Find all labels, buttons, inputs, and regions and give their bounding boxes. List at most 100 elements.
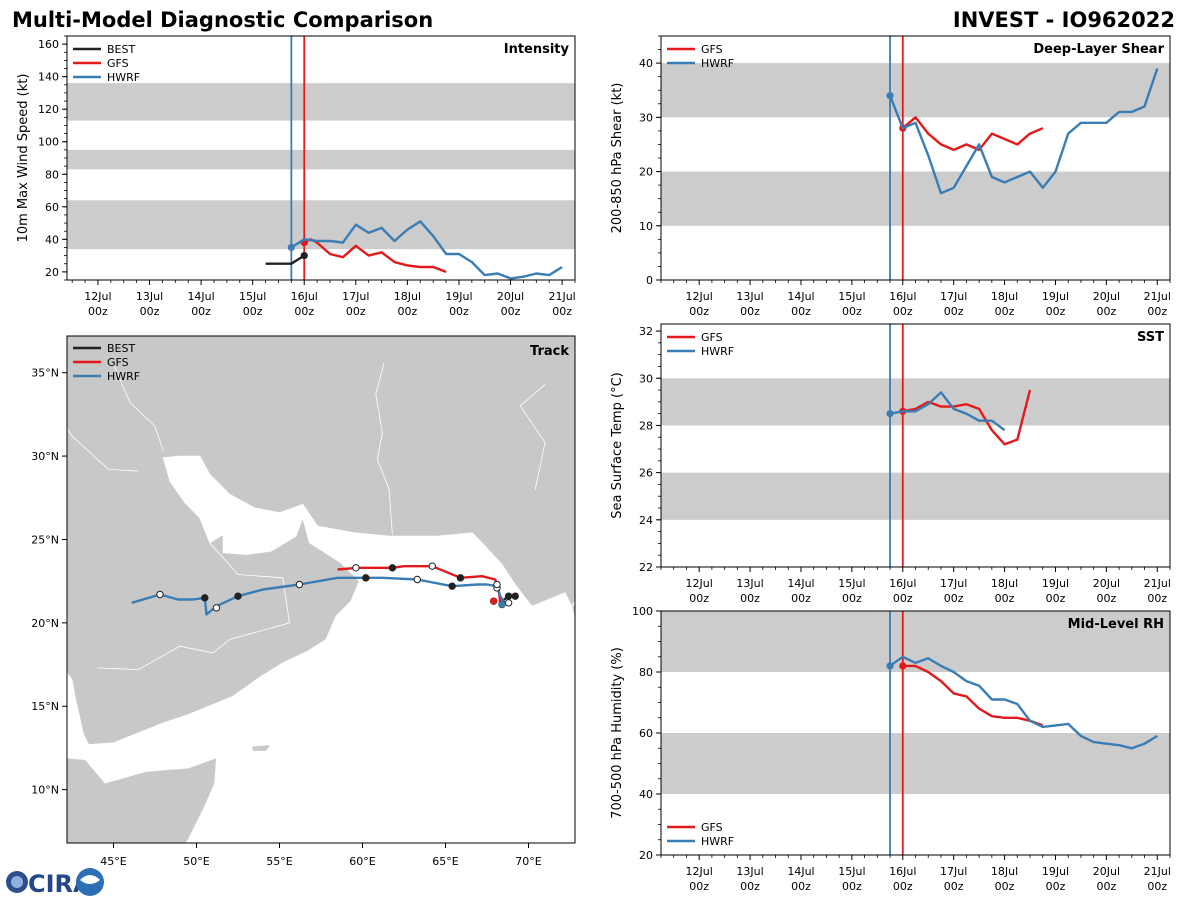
rh-xtick-hour: 00z <box>1147 880 1167 893</box>
shear-xtick-hour: 00z <box>1096 305 1116 318</box>
rh-xtick-hour: 00z <box>1046 880 1066 893</box>
logo-globe-inner-icon <box>11 876 23 888</box>
track-map-area <box>67 336 575 843</box>
rh-xtick-hour: 00z <box>944 880 964 893</box>
sst-xtick-hour: 00z <box>791 592 811 605</box>
track-lat-label: 15°N <box>31 700 59 713</box>
intensity-xtick-day: 17Jul <box>342 290 369 303</box>
intensity-xtick-day: 13Jul <box>136 290 163 303</box>
rh-xtick-day: 15Jul <box>838 865 865 878</box>
intensity-xtick-hour: 00z <box>243 305 263 318</box>
track-legend-best: BEST <box>107 342 135 355</box>
rh-ytick-label: 40 <box>639 788 653 801</box>
intensity-xtick-hour: 00z <box>88 305 108 318</box>
track-lon-label: 55°E <box>266 855 292 868</box>
rh-band-0 <box>661 733 1170 794</box>
shear-xtick-day: 21Jul <box>1144 290 1171 303</box>
sst-xtick-hour: 00z <box>1147 592 1167 605</box>
border-arabia-south <box>96 577 290 671</box>
rh-legend-gfs: GFS <box>701 821 723 834</box>
intensity-band-2 <box>67 83 575 121</box>
track-lat-label: 20°N <box>31 617 59 630</box>
track-lat-label: 30°N <box>31 450 59 463</box>
rh-ylabel: 700-500 hPa Humidity (%) <box>610 647 625 819</box>
sst-ytick-label: 30 <box>639 372 653 385</box>
shear-xtick-day: 19Jul <box>1042 290 1069 303</box>
intensity-xtick-hour: 00z <box>191 305 211 318</box>
border-uae-saudi <box>209 542 283 579</box>
sst-xtick-day: 19Jul <box>1042 577 1069 590</box>
intensity-ytick-label: 160 <box>38 38 59 51</box>
sst-xtick-hour: 00z <box>893 592 913 605</box>
track-start-marker-hwrf <box>498 601 506 608</box>
sst-xtick-day: 17Jul <box>940 577 967 590</box>
cira-logo: CIRA <box>6 868 104 898</box>
rh-series-hwrf <box>889 655 1158 750</box>
intensity-xtick-hour: 00z <box>346 305 366 318</box>
land-socotra <box>250 744 273 752</box>
sst-xtick-hour: 00z <box>944 592 964 605</box>
rh-panel: 20 40 60 80 100 12Jul 00z 13Jul 00z 14Jul 00z 15Jul… <box>610 605 1171 893</box>
track-open-marker-hwrf <box>504 599 513 607</box>
track-lon-label: 45°E <box>100 855 126 868</box>
sst-plot-area <box>661 324 1170 567</box>
sst-panel: 22 24 26 28 30 32 12Jul 00z 13Jul 00z 14Jul 00z 15Ju… <box>610 323 1171 605</box>
intensity-xtick-hour: 00z <box>449 305 469 318</box>
intensity-series-best <box>265 254 305 265</box>
sst-title: SST <box>1137 330 1164 345</box>
intensity-xtick-day: 19Jul <box>445 290 472 303</box>
track-lat-label: 35°N <box>31 367 59 380</box>
rh-xtick-day: 13Jul <box>736 865 763 878</box>
track-frame <box>66 335 576 844</box>
track-filled-marker-hwrf <box>234 592 242 600</box>
shear-xtick-hour: 00z <box>1147 305 1167 318</box>
intensity-xtick-day: 12Jul <box>84 290 111 303</box>
sst-xtick-day: 16Jul <box>889 577 916 590</box>
shear-xtick-hour: 00z <box>791 305 811 318</box>
sst-xtick-day: 14Jul <box>787 577 814 590</box>
shear-xtick-hour: 00z <box>1046 305 1066 318</box>
track-filled-marker-hwrf <box>448 582 456 590</box>
rh-xtick-hour: 00z <box>842 880 862 893</box>
rh-xtick-hour: 00z <box>740 880 760 893</box>
sst-ytick-label: 32 <box>639 325 653 338</box>
sst-legend-hwrf: HWRF <box>701 345 734 358</box>
intensity-xtick-day: 16Jul <box>291 290 318 303</box>
sst-xtick-day: 12Jul <box>686 577 713 590</box>
rh-xtick-day: 12Jul <box>686 865 713 878</box>
intensity-ytick-label: 80 <box>45 168 59 181</box>
rh-xtick-hour: 00z <box>995 880 1015 893</box>
intensity-xtick-hour: 00z <box>552 305 572 318</box>
shear-xtick-hour: 00z <box>689 305 709 318</box>
intensity-legend-hwrf: HWRF <box>107 71 140 84</box>
border-iran-pakistan <box>375 362 393 535</box>
intensity-xtick-hour: 00z <box>140 305 160 318</box>
shear-series-gfs <box>902 116 1044 152</box>
shear-ytick-label: 10 <box>639 220 653 233</box>
sst-marker-hwrf <box>886 410 894 418</box>
rh-marker-hwrf <box>886 662 894 670</box>
track-filled-marker-hwrf <box>201 594 209 602</box>
sst-xtick-hour: 00z <box>689 592 709 605</box>
rh-legend-hwrf: HWRF <box>701 835 734 848</box>
shear-legend-gfs: GFS <box>701 43 723 56</box>
track-open-marker-hwrf <box>413 575 421 584</box>
shear-ytick-label: 20 <box>639 166 653 179</box>
sst-xtick-day: 13Jul <box>736 577 763 590</box>
shear-band-1 <box>661 63 1170 118</box>
track-lat-label: 25°N <box>31 533 59 546</box>
storm-id: INVEST - IO962022 <box>953 8 1175 32</box>
track-filled-marker-gfs <box>388 564 397 572</box>
rh-ytick-label: 60 <box>639 727 653 740</box>
shear-plot-area <box>661 36 1170 280</box>
shear-marker-hwrf <box>886 92 894 100</box>
rh-xtick-hour: 00z <box>1096 880 1116 893</box>
intensity-legend-gfs: GFS <box>107 57 129 70</box>
shear-band-0 <box>661 171 1170 226</box>
track-lon-label: 65°E <box>432 855 458 868</box>
shear-ytick-label: 0 <box>646 274 653 287</box>
intensity-marker-hwrf <box>287 243 295 252</box>
rh-xtick-day: 18Jul <box>991 865 1018 878</box>
intensity-band-1 <box>67 149 575 170</box>
